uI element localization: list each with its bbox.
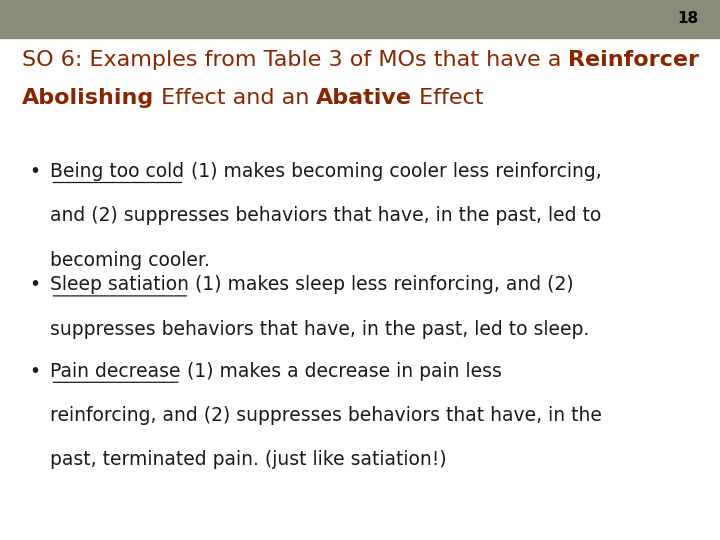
Bar [0,0,720,38]
Text: Effect: Effect [413,88,484,108]
Text: Abolishing: Abolishing [22,88,154,108]
Text: •: • [29,362,40,381]
Text: Effect and an: Effect and an [154,88,316,108]
Text: •: • [29,162,40,181]
Text: suppresses behaviors that have, in the past, led to sleep.: suppresses behaviors that have, in the p… [50,320,590,339]
Text: SO 6: Examples from Table 3 of MOs that have a: SO 6: Examples from Table 3 of MOs that … [22,50,568,70]
Text: and (2) suppresses behaviors that have, in the past, led to: and (2) suppresses behaviors that have, … [50,206,602,225]
Text: Reinforcer: Reinforcer [568,50,699,70]
Text: past, terminated pain. (just like satiation!): past, terminated pain. (just like satiat… [50,450,447,469]
Text: 18: 18 [678,11,698,26]
Text: Pain decrease: Pain decrease [50,362,181,381]
Text: (1) makes sleep less reinforcing, and (2): (1) makes sleep less reinforcing, and (2… [189,275,574,294]
Text: •: • [29,275,40,294]
Text: Abative: Abative [316,88,413,108]
Text: becoming cooler.: becoming cooler. [50,251,210,269]
Text: (1) makes a decrease in pain less: (1) makes a decrease in pain less [181,362,502,381]
Text: reinforcing, and (2) suppresses behaviors that have, in the: reinforcing, and (2) suppresses behavior… [50,406,602,425]
Text: (1) makes becoming cooler less reinforcing,: (1) makes becoming cooler less reinforci… [184,162,601,181]
Text: Sleep satiation: Sleep satiation [50,275,189,294]
Text: Being too cold: Being too cold [50,162,184,181]
